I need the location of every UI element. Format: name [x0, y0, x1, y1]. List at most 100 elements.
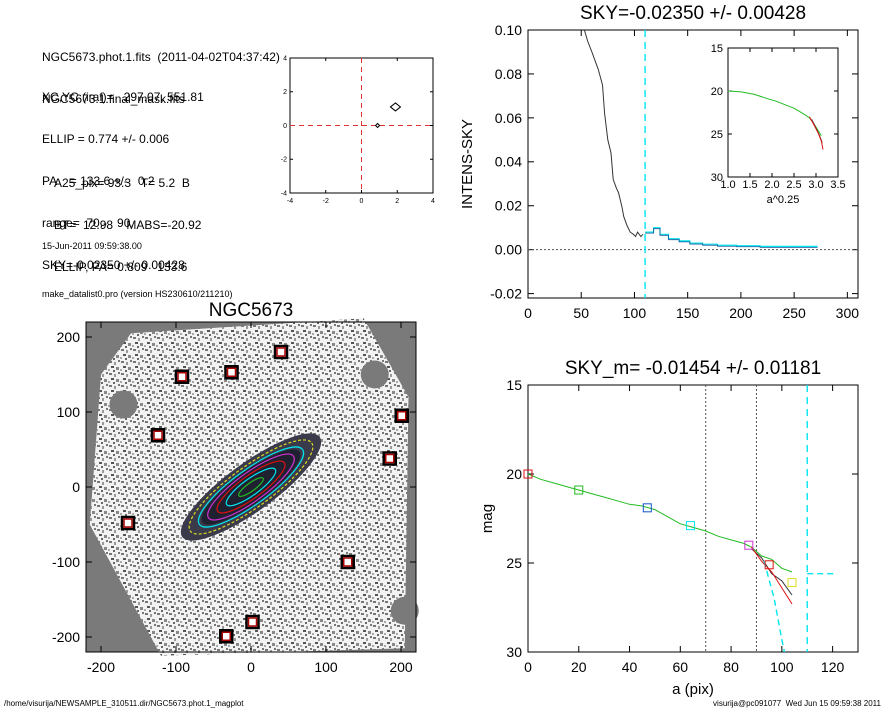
contour-x-tick-label: -2 — [323, 198, 329, 205]
mask-box-outer — [394, 408, 409, 423]
sky-x-tick-label: 250 — [782, 305, 806, 321]
sky-x-tick-label: 100 — [623, 305, 647, 321]
image-y-tick-label: -100 — [52, 554, 80, 570]
sky-step-blue — [645, 228, 818, 248]
sky-y-tick-label: 0.02 — [495, 198, 522, 214]
image-y-tick-label: 100 — [57, 404, 81, 420]
image-x-tick-label: 0 — [247, 659, 255, 675]
mask-box-inner — [247, 617, 258, 627]
inset-y-tick-label: 15 — [711, 43, 723, 55]
inset-x-tick-label: 3.5 — [830, 179, 845, 191]
contour-y-tick-label: 0 — [283, 123, 287, 130]
mask-box-inner — [343, 557, 353, 567]
isophote-ellipse — [238, 476, 264, 498]
mag-ylabel: mag — [479, 504, 496, 533]
mag-x-tick-label: 40 — [622, 659, 638, 675]
inset-x-tick-label: 1.5 — [742, 179, 757, 191]
mag-marker — [574, 485, 584, 495]
sky-profile-line — [583, 29, 644, 238]
mag-y-tick-label: 25 — [506, 555, 522, 571]
mask-box-outer — [224, 365, 239, 380]
mag-marker — [685, 521, 695, 531]
mask-box-inner — [221, 631, 231, 641]
mag-red-line — [750, 546, 793, 605]
inset-y-tick-label: 25 — [711, 129, 723, 141]
contour-y-tick-label: 2 — [283, 89, 287, 96]
mask-box-inner — [177, 372, 187, 382]
inset-xlabel: a^0.25 — [767, 194, 800, 206]
mask-box-outer — [120, 515, 136, 531]
image-x-tick-label: -200 — [87, 659, 115, 675]
inset-x-tick-label: 1.0 — [720, 179, 735, 191]
mag-dark-line — [751, 548, 793, 596]
mag-xlabel: a (pix) — [672, 681, 714, 698]
mask-box-inner — [123, 518, 133, 528]
mask-box-outer — [382, 451, 397, 466]
run-date: 15-Jun-2011 09:59:38.00 — [42, 241, 142, 251]
contour-small-marker — [374, 122, 381, 129]
stat-bt: BT= 12.98 MABS=-20.92 — [54, 218, 202, 232]
mag-marker — [744, 540, 754, 550]
inset-x-tick-label: 3.0 — [808, 179, 823, 191]
contour-level-0 — [341, 96, 393, 141]
contour-x-tick-label: 4 — [431, 198, 435, 205]
mask-box-outer — [219, 629, 234, 644]
isophote-ellipse — [216, 460, 286, 514]
sky-y-tick-label: 0.04 — [495, 154, 522, 170]
sky-y-tick-label: 0.00 — [495, 242, 522, 258]
mag-y-tick-label: 30 — [506, 644, 522, 660]
galaxy-core — [201, 449, 301, 525]
mask-box-outer — [340, 554, 355, 570]
sky-x-tick-label: 0 — [524, 305, 532, 321]
inset-red-line — [808, 116, 824, 150]
mag-marker — [523, 469, 533, 479]
mag-x-tick-label: 120 — [821, 659, 845, 675]
footer-user-date: visurija@pc091077 Wed Jun 15 09:59:38 20… — [713, 699, 881, 708]
image-mask-hole — [390, 596, 419, 625]
sky-x-tick-label: 150 — [676, 305, 700, 321]
sky-ylabel: INTENS-SKY — [459, 119, 476, 209]
mask-box-inner — [226, 367, 237, 377]
sky-title: SKY=-0.02350 +/- 0.00428 — [580, 3, 806, 24]
sky-y-tick-label: -0.02 — [490, 286, 522, 302]
inset-y-tick-label: 30 — [711, 172, 723, 184]
mask-box-outer — [174, 369, 190, 384]
contour-peak-marker — [389, 102, 402, 112]
mag-frame — [527, 384, 859, 653]
info-header: NGC5673.phot.1.fits (2011-04-02T04:37:42… — [42, 22, 280, 120]
info-stats: A25_pix= 93.3 T= 5.2 B BT= 12.98 MABS=-2… — [54, 148, 201, 288]
param-ellip: ELLIP = 0.774 +/- 0.006 — [42, 132, 170, 146]
sky-step-cyan — [645, 227, 818, 247]
image-x-tick-label: 100 — [314, 659, 338, 675]
param-xcyc: XC,YC (iraf)= 297.07, 551.81 — [42, 90, 204, 104]
contour-level-1 — [318, 77, 416, 161]
mag-x-tick-label: 0 — [524, 659, 532, 675]
contour-x-tick-label: -4 — [287, 198, 293, 205]
sky-y-tick-label: 0.08 — [495, 66, 522, 82]
header-line2: NGC5673.1.final_mask.fits — [42, 92, 185, 106]
info-footer-text: 15-Jun-2011 09:59:38.00 make_datalist0.p… — [42, 206, 232, 318]
mag-green-line — [527, 473, 793, 573]
image-y-tick-label: 200 — [57, 329, 81, 345]
mag-x-tick-label: 100 — [770, 659, 794, 675]
mag-title: SKY_m= -0.01454 +/- 0.01181 — [565, 358, 821, 379]
isophote-ellipse — [207, 453, 295, 521]
image-x-tick-label: 200 — [389, 659, 413, 675]
mag-x-tick-label: 80 — [723, 659, 739, 675]
mag-x-tick-label: 20 — [571, 659, 587, 675]
contour-y-tick-label: -2 — [281, 157, 287, 164]
mag-y-tick-label: 15 — [506, 377, 522, 393]
mask-box-outer — [245, 614, 260, 630]
contour-lines — [241, 15, 493, 223]
param-sky: SKY=-0.02350 +/- 0.00428 — [42, 258, 185, 272]
mask-box-inner — [397, 411, 407, 421]
contour-level-4 — [241, 15, 493, 223]
program-version: make_datalist0.pro (version HS230610/211… — [42, 289, 233, 299]
image-mask-hole — [360, 360, 389, 389]
mag-y-tick-label: 20 — [506, 466, 522, 482]
mag-marker — [764, 560, 774, 570]
sky-y-tick-label: 0.06 — [495, 110, 522, 126]
image-title: NGC5673 — [209, 300, 294, 321]
image-mask-hole — [109, 390, 138, 419]
